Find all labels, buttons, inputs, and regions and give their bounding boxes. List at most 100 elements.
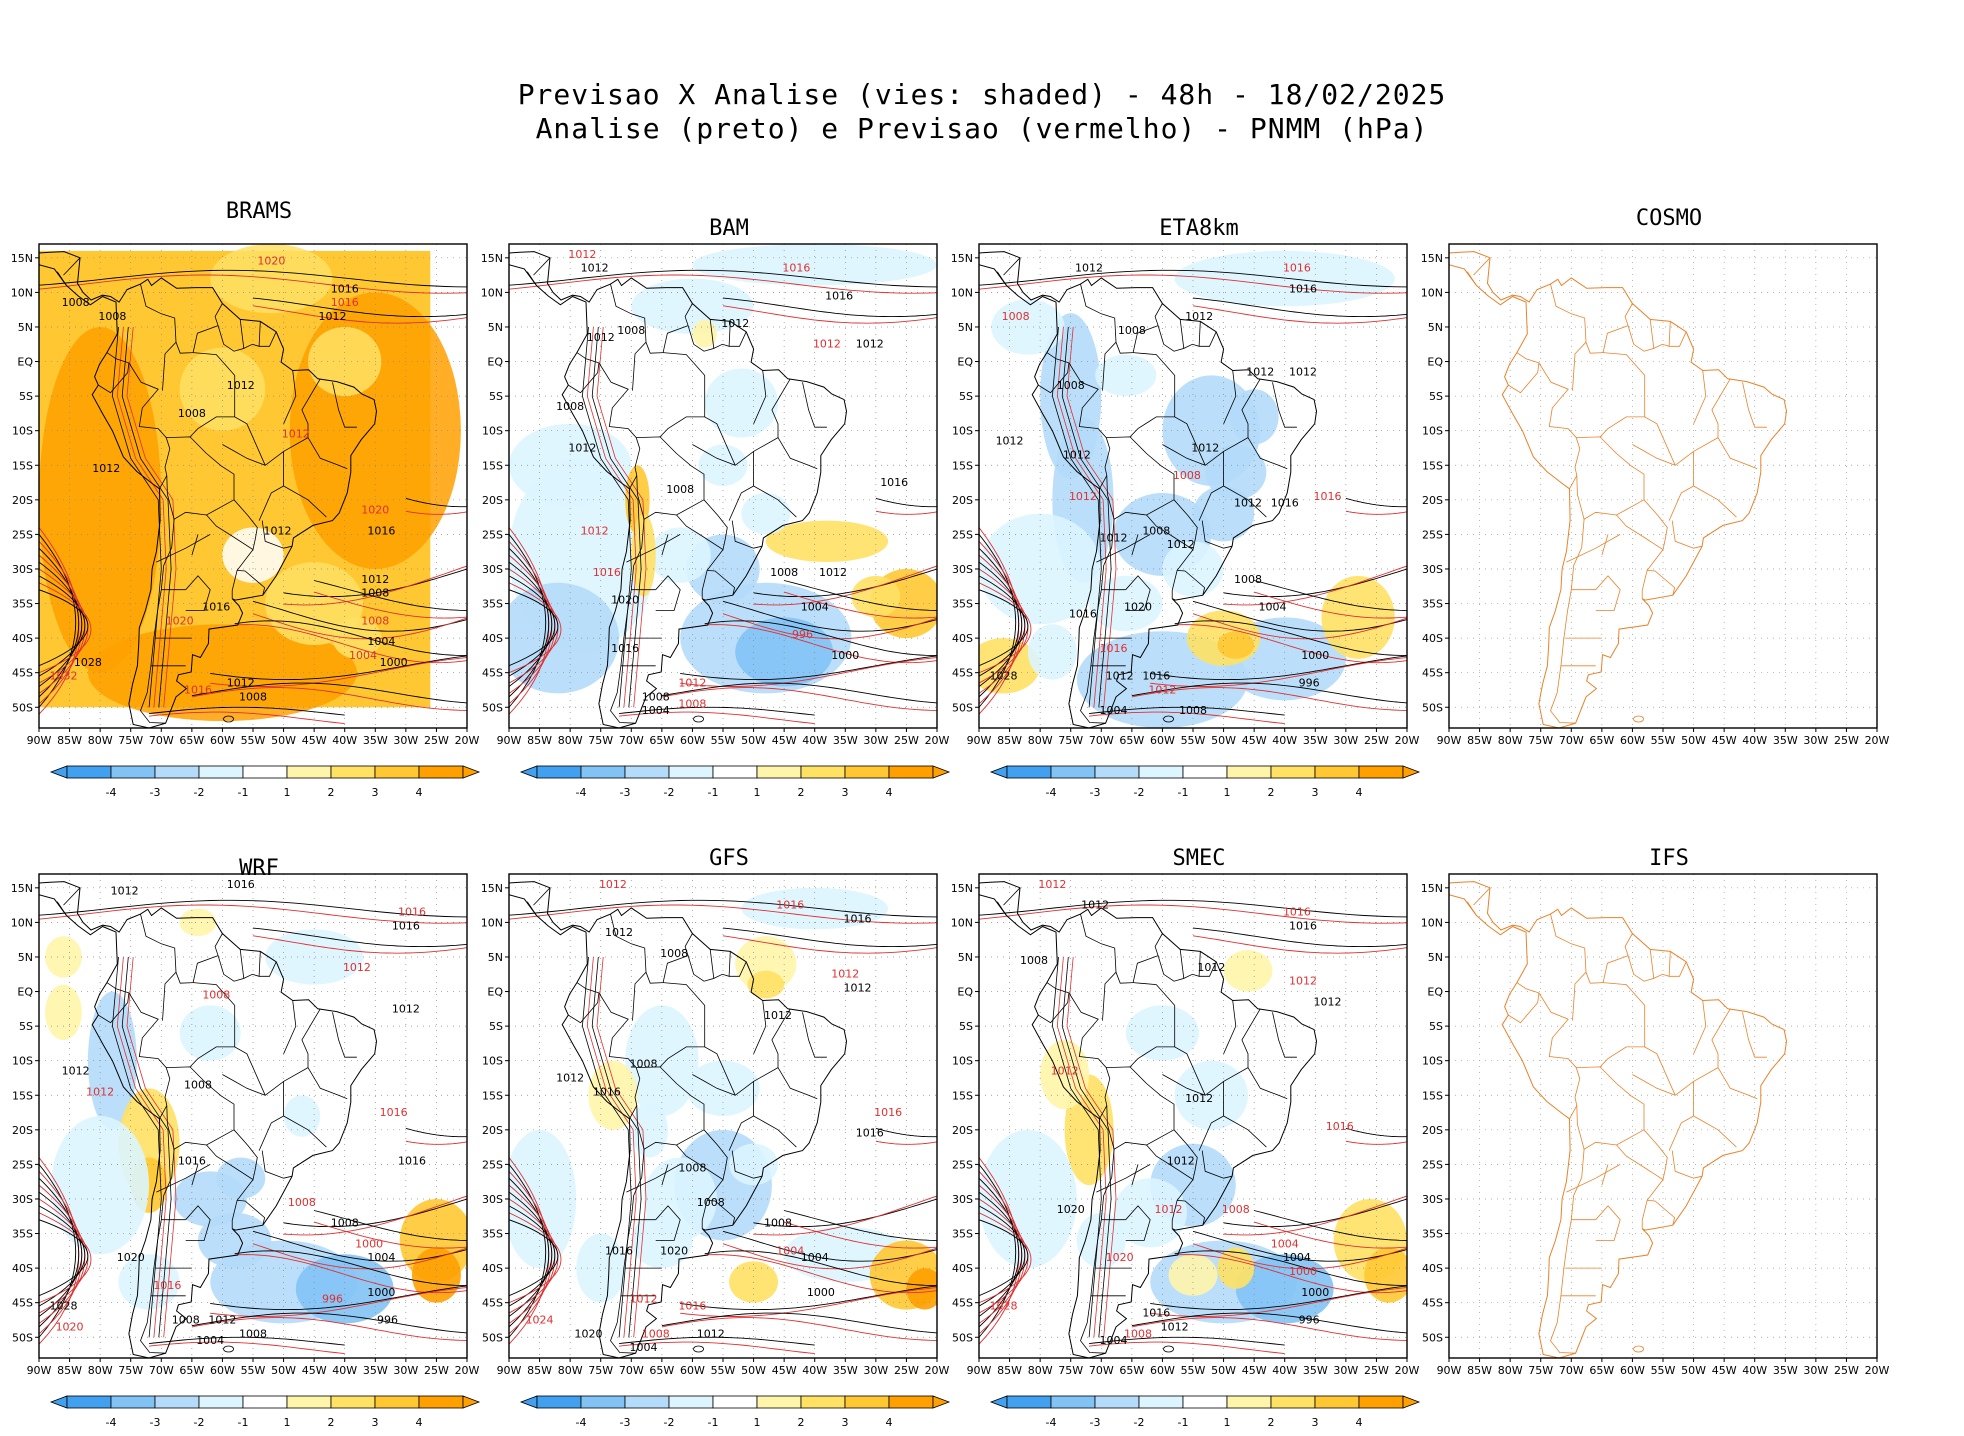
- lat-label: 45S: [12, 1297, 33, 1310]
- isobar-label: 1016: [153, 1279, 181, 1292]
- bias-patch: [1027, 624, 1077, 680]
- colorbar-segment: [580, 765, 626, 779]
- isobar-label: 1008: [1124, 1327, 1152, 1340]
- lon-label: 50W: [271, 734, 296, 747]
- colorbar-bam: -4 -3 -2 -1 1 2 3 4: [519, 765, 951, 799]
- isobar-label: 1020: [166, 614, 194, 627]
- forecast-isobar: [39, 582, 92, 674]
- colorbar-label: -1: [708, 786, 719, 799]
- lat-label: 50S: [952, 701, 973, 714]
- isobar-label: 1012: [1246, 365, 1274, 378]
- colorbar-segment: [110, 1395, 156, 1409]
- colorbar-segment: [1006, 765, 1052, 779]
- country-border: [1199, 331, 1217, 347]
- country-border: [713, 321, 731, 349]
- country-border: [243, 951, 261, 979]
- isobar-label: 1008: [630, 1058, 658, 1071]
- analysis-isobar: [509, 589, 559, 667]
- lon-label: 80W: [558, 734, 583, 747]
- isobar-label: 1020: [361, 504, 389, 517]
- country-border: [729, 331, 747, 347]
- isobar-label: 1012: [1185, 310, 1213, 323]
- lat-label: EQ: [487, 986, 503, 999]
- panel-title-wrf: WRF: [239, 856, 279, 881]
- country-border: [1096, 534, 1151, 563]
- bias-patch: [51, 1116, 150, 1255]
- country-border: [645, 303, 693, 354]
- isobar-label: 1008: [288, 1196, 316, 1209]
- isobar-label: 1016: [331, 282, 359, 295]
- bias-patch: [179, 1005, 241, 1061]
- forecast-isobar: [722, 305, 937, 324]
- country-border: [1550, 284, 1587, 391]
- analysis-isobar: [252, 600, 467, 632]
- lon-label: 60W: [210, 1364, 235, 1377]
- lat-label: 5S: [959, 1020, 973, 1033]
- country-border: [1627, 949, 1655, 982]
- analysis-isobar: [753, 1198, 937, 1228]
- country-border: [526, 271, 537, 286]
- lon-label: 35W: [363, 1364, 388, 1377]
- lat-label: 5S: [489, 1020, 503, 1033]
- country-border: [1603, 982, 1646, 1047]
- colorbar-label: -4: [1046, 786, 1057, 799]
- island: [1163, 1345, 1174, 1353]
- colorbar-label: 3: [842, 786, 849, 799]
- lon-label: 20W: [1395, 1364, 1420, 1377]
- bias-patch: [283, 1095, 321, 1137]
- island: [1633, 715, 1644, 723]
- forecast-isobar: [783, 1221, 937, 1249]
- country-border: [1201, 520, 1233, 549]
- country-border: [1131, 534, 1139, 556]
- analysis-isobar: [509, 899, 937, 918]
- lat-label: 15N: [951, 252, 973, 265]
- country-border: [1671, 520, 1703, 549]
- colorbar-segment: [374, 1395, 420, 1409]
- colorbar-label: -1: [1178, 1416, 1189, 1429]
- isobar-label: 1012: [282, 428, 310, 441]
- map-wrf: 1012101610161016101210081012101210121008…: [11, 873, 480, 1377]
- country-border: [1003, 887, 1021, 906]
- isobar-label: 1012: [111, 885, 139, 898]
- isobar-label: 1016: [1289, 282, 1317, 295]
- country-border: [610, 284, 647, 391]
- forecast-isobar: [283, 565, 467, 606]
- country-border: [687, 949, 715, 982]
- country-border: [1171, 1179, 1194, 1229]
- colorbar-label: 2: [1268, 1416, 1275, 1429]
- analysis-isobar: [979, 589, 1029, 667]
- bias-patch: [979, 638, 1041, 694]
- map-cosmo: 15N 10N 5N EQ 5S 10S 15S 20S 25S 30S 35S 40S 45S 50S 9…: [1421, 243, 1890, 747]
- colorbar-extension: [519, 765, 538, 779]
- analysis-isobar: [979, 1177, 1020, 1328]
- colorbar-label: 4: [1356, 1416, 1363, 1429]
- country-border: [56, 901, 67, 916]
- isobar-label: 1012: [263, 524, 291, 537]
- isobar-label: 1012: [1075, 262, 1103, 275]
- isobar-label: 1016: [611, 642, 639, 655]
- island: [1633, 1345, 1644, 1353]
- lon-label: 55W: [1651, 734, 1676, 747]
- lat-label: 15S: [12, 1089, 33, 1102]
- forecast-isobar: [191, 1317, 467, 1341]
- colorbar-label: -4: [1046, 1416, 1057, 1429]
- analysis-isobar: [704, 1250, 937, 1286]
- country-border: [731, 1150, 763, 1179]
- lon-label: 40W: [1272, 1364, 1297, 1377]
- analysis-isobar: [753, 568, 937, 598]
- andes-isobar: [1051, 956, 1102, 1338]
- isobar-label: 1012: [1038, 878, 1066, 891]
- island: [693, 1345, 704, 1353]
- forecast-isobar: [1192, 935, 1407, 954]
- forecast-isobar: [753, 565, 937, 606]
- lon-label: 45W: [302, 1364, 327, 1377]
- lat-label: 15N: [951, 882, 973, 895]
- colorbar-extension: [519, 1395, 538, 1409]
- isobar-label: 1016: [331, 296, 359, 309]
- analysis-isobar: [283, 1198, 467, 1228]
- country-border: [63, 257, 81, 276]
- isobar-label: 1020: [1057, 1203, 1085, 1216]
- colorbar-segment: [536, 1395, 582, 1409]
- lon-label: 65W: [649, 1364, 674, 1377]
- island: [1163, 715, 1174, 723]
